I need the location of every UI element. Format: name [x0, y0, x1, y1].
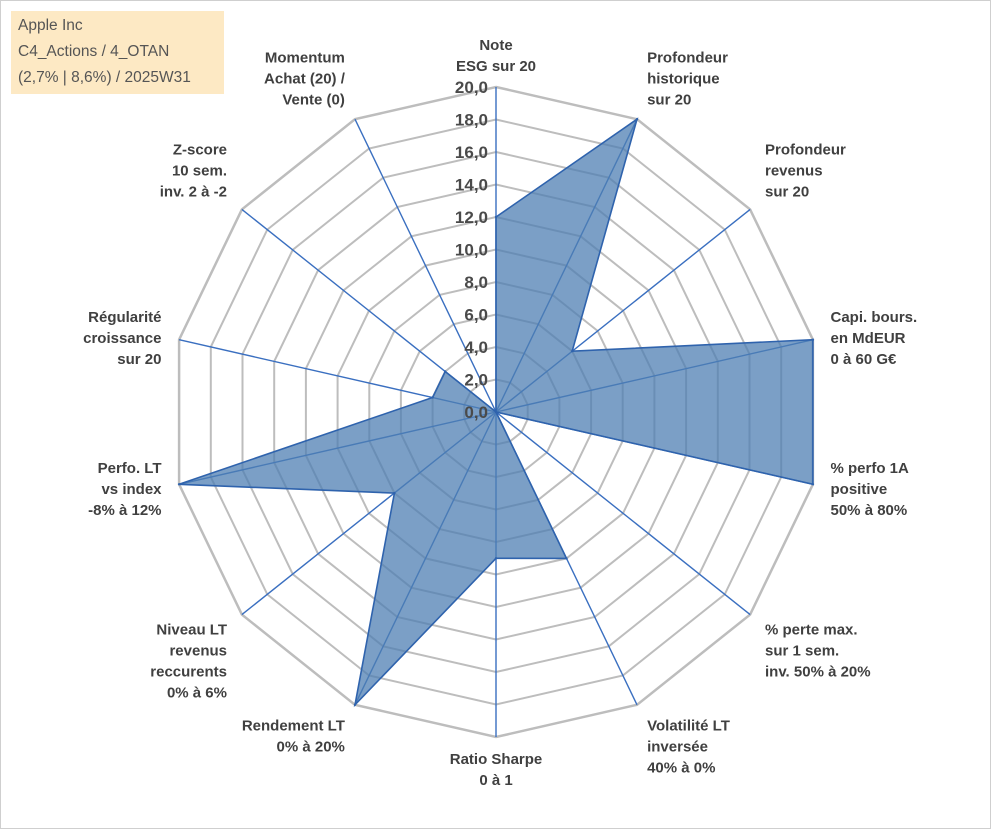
axis-label-line: Vente (0)	[282, 92, 345, 109]
axis-label-line: 0% à 6%	[167, 684, 227, 701]
data-point	[565, 557, 568, 560]
axis-label: Profondeur revenus sur 20	[765, 142, 846, 201]
metrics-label: (2,7% | 8,6%) / 2025W31	[18, 69, 191, 86]
tick-label: 12,0	[455, 208, 488, 227]
axis-label-line: 0 à 60 G€	[831, 351, 898, 368]
data-point	[431, 396, 434, 399]
axis-label-line: inv. 50% à 20%	[765, 663, 871, 680]
axis-label: Perfo. LT vs index -8% à 12%	[88, 460, 162, 519]
axis-label-line: Niveau LT	[156, 621, 227, 638]
axis-label: Ratio Sharpe 0 à 1	[450, 751, 543, 789]
axis-label: Volatilité LT inversée 40% à 0%	[647, 717, 730, 776]
data-point	[393, 491, 396, 495]
axis-label-line: Ratio Sharpe	[450, 751, 543, 768]
axis-label-line: sur 20	[647, 92, 691, 109]
axis-label-line: reccurents	[150, 663, 227, 680]
data-point	[494, 215, 498, 219]
axis-label-line: sur 20	[765, 184, 809, 201]
axis-label-line: ESG sur 20	[456, 58, 536, 75]
data-point	[571, 350, 574, 353]
axis-label-line: sur 20	[117, 351, 161, 368]
axis-label: Profondeur historique sur 20	[647, 50, 728, 109]
axis-label: Capi. bours. en MdEUR 0 à 60 G€	[831, 309, 918, 368]
axis-label-line: 0 à 1	[479, 772, 512, 789]
tick-label: 10,0	[455, 241, 488, 260]
axis-label: % perfo 1A positive 50% à 80%	[831, 460, 910, 519]
tick-label: 8,0	[464, 273, 488, 292]
data-area	[177, 117, 815, 708]
axis-label-line: historique	[647, 71, 720, 88]
axis-label-line: % perte max.	[765, 621, 858, 638]
axis-label-line: 10 sem.	[172, 163, 227, 180]
axis-label: Note ESG sur 20	[456, 37, 536, 75]
axis-label-line: -8% à 12%	[88, 502, 161, 519]
axis-label-line: sur 1 sem.	[765, 642, 839, 659]
tick-label: 16,0	[455, 143, 488, 162]
axis-label: Niveau LT revenus reccurents 0% à 6%	[150, 621, 227, 701]
axis-label-line: Perfo. LT	[98, 460, 162, 477]
axis-label-line: Momentum	[265, 50, 345, 67]
tick-labels: 0,0 2,0 4,0 6,0 8,0 10,0 12,0 14,0 16,0 18,0 20,0	[455, 78, 488, 422]
axis-label-line: 50% à 80%	[831, 502, 908, 519]
axis-label: Z-score 10 sem. inv. 2 à -2	[160, 142, 227, 201]
data-point	[811, 338, 815, 341]
axis-label: % perte max. sur 1 sem. inv. 50% à 20%	[765, 621, 871, 680]
category-label: C4_Actions / 4_OTAN	[18, 43, 170, 60]
axis-label-line: vs index	[101, 481, 162, 498]
tick-label: 6,0	[464, 306, 488, 325]
tick-label: 20,0	[455, 78, 488, 97]
axis-label-line: revenus	[765, 163, 823, 180]
axis-label-line: en MdEUR	[831, 330, 906, 347]
data-point	[353, 703, 357, 706]
axis-label: Régularité croissance sur 20	[83, 309, 161, 368]
axis-labels: Note ESG sur 20 Profondeur historique sur 20…	[83, 37, 917, 789]
axis-label-line: % perfo 1A	[831, 460, 910, 477]
title-box: Apple Inc C4_Actions / 4_OTAN (2,7% | 8,…	[11, 11, 224, 94]
axis-label-line: croissance	[83, 330, 161, 347]
axis-label-line: inv. 2 à -2	[160, 184, 227, 201]
axis-label-line: Note	[479, 37, 512, 54]
company-name: Apple Inc	[18, 17, 83, 34]
axis-spoke	[354, 118, 497, 413]
data-point	[177, 483, 181, 486]
axis-label-line: 40% à 0%	[647, 759, 715, 776]
axis-label-line: revenus	[169, 642, 227, 659]
tick-label: 0,0	[464, 403, 488, 422]
data-point	[494, 557, 498, 560]
axis-spoke	[495, 411, 751, 616]
data-point	[811, 483, 815, 486]
axis-label-line: Profondeur	[765, 142, 846, 159]
axis-label-line: Régularité	[88, 309, 161, 326]
axis-label-line: Profondeur	[647, 50, 728, 67]
axis-label-line: Capi. bours.	[831, 309, 918, 326]
axis-label: Momentum Achat (20) / Vente (0)	[264, 50, 346, 109]
tick-label: 2,0	[464, 371, 488, 390]
axis-label-line: Achat (20) /	[264, 71, 346, 88]
axis-label-line: 0% à 20%	[277, 738, 345, 755]
axis-label-line: positive	[831, 481, 888, 498]
axis-label-line: Rendement LT	[242, 717, 345, 734]
data-point	[494, 410, 498, 414]
tick-label: 4,0	[464, 338, 488, 357]
data-point	[444, 370, 447, 373]
tick-label: 14,0	[455, 176, 488, 195]
axis-label: Rendement LT 0% à 20%	[242, 717, 345, 755]
data-point	[635, 118, 639, 121]
axis-label-line: Volatilité LT	[647, 717, 730, 734]
axis-label-line: inversée	[647, 738, 708, 755]
tick-label: 18,0	[455, 111, 488, 130]
axis-label-line: Z-score	[173, 142, 227, 159]
